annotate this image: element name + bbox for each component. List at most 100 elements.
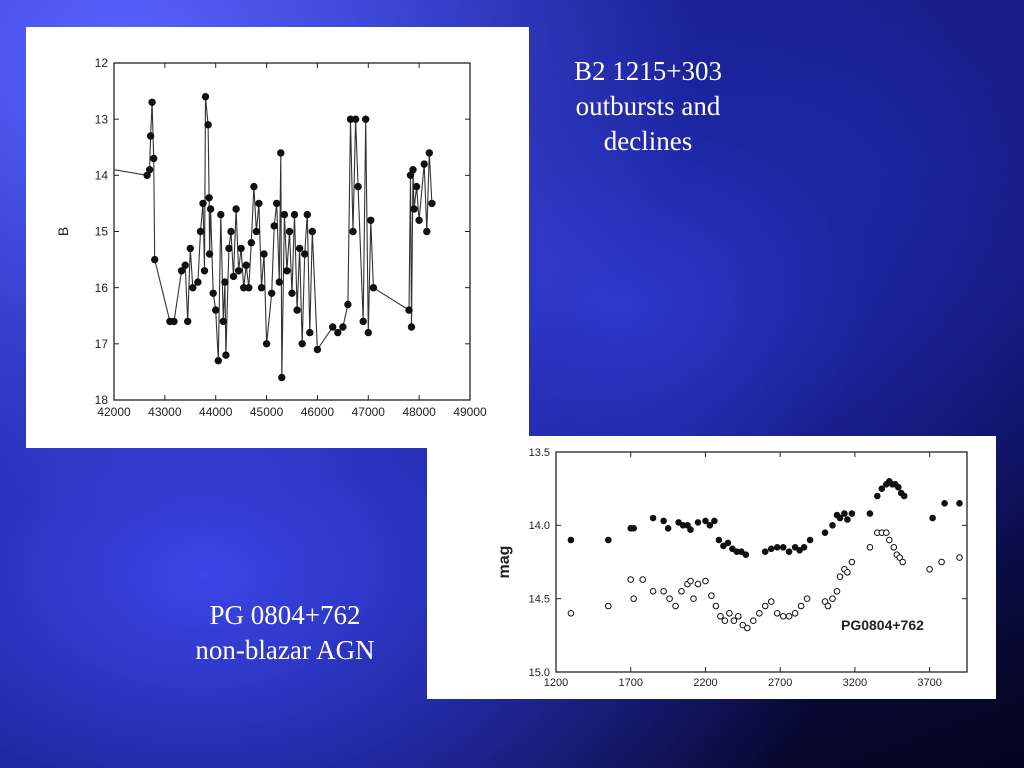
data-point <box>694 519 702 526</box>
data-point <box>841 510 848 517</box>
data-point <box>270 222 278 230</box>
data-point <box>715 536 723 544</box>
b2-1215-light-curve: 42000 43000 44000 45000 46000 47000 48000 49000… <box>55 56 487 419</box>
data-point <box>821 598 829 605</box>
data-point <box>687 577 694 585</box>
x-tick-label: 2200 <box>693 677 717 689</box>
data-point <box>219 317 228 326</box>
data-point <box>278 373 286 382</box>
data-point <box>926 566 933 573</box>
data-point <box>649 588 657 595</box>
data-point <box>761 548 769 555</box>
data-point <box>227 227 235 236</box>
data-point <box>779 544 787 551</box>
data-point <box>250 182 258 191</box>
data-point <box>214 357 223 365</box>
data-point <box>706 522 714 529</box>
caption-pg0804: PG 0804+762 non-blazar AGN <box>160 598 410 668</box>
data-point <box>306 328 314 337</box>
data-point <box>308 227 316 236</box>
data-point <box>890 544 898 551</box>
data-point <box>196 227 205 236</box>
data-point <box>148 98 156 107</box>
data-point <box>295 244 304 253</box>
data-point <box>627 576 634 583</box>
data-point <box>829 595 836 602</box>
data-point <box>186 244 195 253</box>
data-point <box>369 284 378 292</box>
data-point <box>351 115 360 123</box>
y-tick-label: 16 <box>95 281 109 295</box>
data-point <box>260 250 268 258</box>
data-point <box>630 525 637 532</box>
data-point <box>209 289 217 297</box>
data-point <box>785 613 793 620</box>
x-tick-label: 49000 <box>453 405 487 419</box>
data-point <box>252 227 261 236</box>
data-point <box>708 592 715 599</box>
data-point <box>359 317 367 326</box>
data-point <box>277 149 285 157</box>
data-point <box>170 317 178 326</box>
data-point <box>273 199 281 208</box>
x-tick-label: 2700 <box>768 677 792 689</box>
data-point <box>866 544 874 551</box>
data-point <box>929 514 936 522</box>
data-point <box>666 595 673 602</box>
data-point <box>201 93 210 101</box>
data-point <box>194 278 202 286</box>
data-point <box>730 617 738 624</box>
data-point <box>334 328 342 337</box>
data-point <box>245 284 253 292</box>
data-point <box>283 267 291 275</box>
data-point <box>298 340 306 348</box>
x-tick-label: 42000 <box>97 405 131 419</box>
data-point <box>844 516 851 523</box>
data-point <box>694 580 702 588</box>
data-point <box>702 577 709 585</box>
data-point <box>797 602 805 610</box>
data-point <box>717 613 724 620</box>
data-point <box>605 536 612 544</box>
data-point <box>678 588 685 595</box>
data-point <box>785 548 793 555</box>
data-point <box>660 588 667 595</box>
data-point <box>721 617 729 624</box>
x-tick-label: 45000 <box>250 405 284 419</box>
plot-frame <box>555 451 968 673</box>
y-tick-label: 13 <box>95 112 109 126</box>
data-point <box>285 227 294 236</box>
data-point <box>200 267 209 275</box>
data-point <box>750 617 757 624</box>
data-point <box>410 205 418 213</box>
data-point <box>303 210 311 219</box>
y-tick-label: 14.0 <box>529 520 550 532</box>
data-point <box>684 522 691 529</box>
data-point <box>824 602 832 610</box>
data-point <box>262 340 271 348</box>
data-point <box>423 227 431 236</box>
data-point <box>899 558 907 566</box>
data-point <box>756 610 763 617</box>
caption-line: declines <box>603 126 693 156</box>
chart-annotation: PG0804+762 <box>841 617 924 633</box>
data-point <box>184 317 192 326</box>
data-point <box>896 554 904 561</box>
data-point <box>257 284 266 292</box>
data-point <box>779 613 787 620</box>
data-point <box>177 267 186 275</box>
data-point <box>702 517 709 525</box>
data-point <box>735 613 742 620</box>
data-point <box>349 227 357 236</box>
caption-line: B2 1215+303 <box>574 56 722 86</box>
data-point <box>221 278 229 286</box>
data-point <box>329 323 337 331</box>
x-tick-label: 3700 <box>917 677 941 689</box>
data-point <box>874 492 881 500</box>
caption-b2-1215: B2 1215+303 outbursts and declines <box>538 54 758 159</box>
data-point <box>726 610 733 617</box>
data-point <box>836 514 844 522</box>
y-tick-label: 14.5 <box>529 594 550 606</box>
x-tick-label: 46000 <box>301 405 335 419</box>
data-point <box>791 610 799 617</box>
